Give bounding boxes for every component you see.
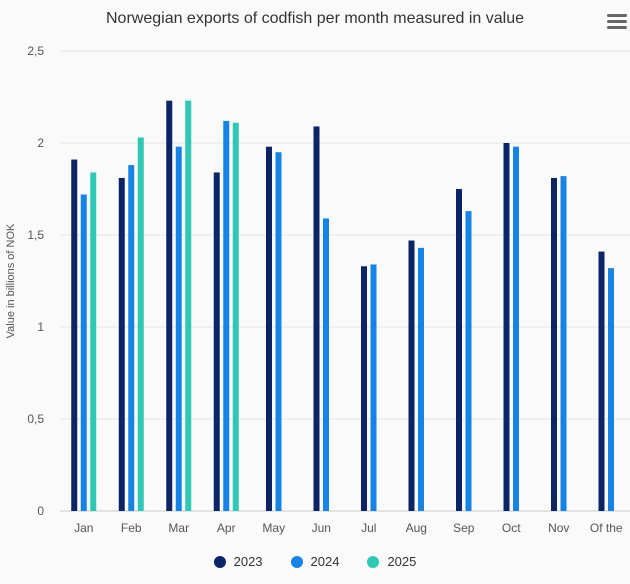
legend-item-2025[interactable]: 2025 (367, 554, 416, 569)
legend-label: 2024 (310, 554, 340, 569)
x-tick-label: Of the (590, 521, 623, 535)
bar-2024-jul (370, 264, 377, 511)
y-tick-label: 1,5 (27, 228, 44, 242)
hamburger-menu-icon[interactable] (607, 14, 627, 32)
bar-2023-jan (71, 159, 78, 511)
bar-2023-feb (118, 177, 125, 511)
bar-2023-oct (503, 143, 510, 511)
bar-2024-feb (128, 165, 135, 511)
legend-item-2024[interactable]: 2024 (290, 554, 340, 569)
bar-2024-sep (465, 211, 472, 511)
x-tick-label: Apr (217, 521, 236, 535)
legend-swatch-icon (367, 555, 380, 568)
bar-2023-may (266, 146, 272, 511)
bar-2023-jul (361, 266, 367, 511)
y-tick-label: 2 (37, 136, 44, 150)
legend-swatch-icon (290, 555, 303, 568)
bar-2023-of-the (598, 251, 605, 511)
x-tick-label: Jan (74, 521, 93, 535)
x-tick-label: May (262, 521, 285, 535)
bar-2023-nov (551, 177, 557, 511)
y-axis-label: Value in billions of NOK (5, 223, 17, 338)
bar-2023-mar (166, 100, 173, 512)
x-tick-label: Jun (312, 521, 331, 535)
legend-item-2023[interactable]: 2023 (213, 554, 263, 569)
x-tick-label: Jul (361, 521, 376, 535)
bar-2024-jun (323, 218, 329, 511)
bar-2024-jan (80, 194, 87, 511)
y-tick-label: 0,5 (27, 412, 44, 426)
bar-2024-oct (513, 146, 519, 511)
bar-2024-of-the (608, 268, 614, 511)
bar-2024-mar (175, 146, 182, 511)
bar-2024-nov (560, 176, 567, 511)
bar-2024-apr (223, 120, 230, 512)
bar-2025-mar (185, 100, 192, 512)
x-tick-label: Sep (453, 521, 475, 535)
x-tick-label: Aug (406, 521, 427, 535)
bar-2023-jun (313, 126, 320, 511)
chart-legend: 2023 2024 2025 (0, 554, 630, 569)
y-tick-label: 1 (37, 320, 44, 334)
chart-title: Norwegian exports of codfish per month m… (106, 10, 524, 27)
bar-2024-aug (418, 247, 424, 511)
x-tick-label: Feb (121, 521, 142, 535)
legend-label: 2023 (233, 554, 263, 569)
y-tick-label: 2,5 (27, 44, 44, 58)
x-tick-label: Mar (168, 521, 189, 535)
x-tick-label: Nov (548, 521, 569, 535)
bar-2025-jan (90, 172, 97, 511)
bar-2023-aug (408, 240, 415, 511)
bar-2024-may (275, 152, 282, 511)
x-tick-label: Oct (502, 521, 521, 535)
bar-2025-feb (137, 137, 144, 512)
bar-2025-apr (232, 122, 239, 511)
bar-2023-apr (213, 172, 220, 511)
y-tick-label: 0 (37, 504, 44, 518)
legend-swatch-icon (213, 555, 226, 568)
bar-2023-sep (456, 189, 462, 511)
legend-label: 2025 (387, 554, 417, 569)
